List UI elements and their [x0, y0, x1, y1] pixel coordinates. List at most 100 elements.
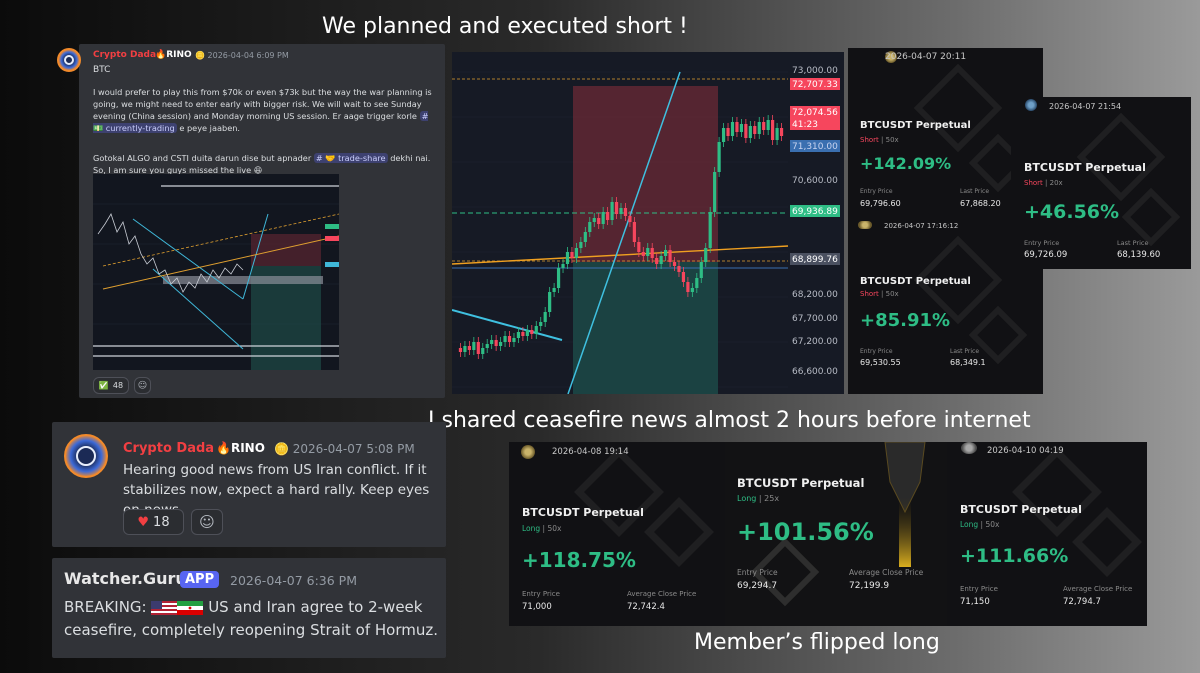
channel-mention-trade-share[interactable]: # 🤝 trade-share [313, 153, 388, 163]
price-axis-label: 70,600.00 [792, 176, 838, 186]
entry-label: Entry Price [1024, 239, 1060, 247]
pnl-card-long-1[interactable]: 2026-04-08 19:14 BTCUSDT Perpetual Long … [509, 442, 725, 626]
candle-body [597, 218, 601, 224]
candle-body [757, 122, 761, 134]
price-tag-bg [790, 205, 840, 217]
candle-body [668, 250, 672, 262]
avatar[interactable] [57, 48, 81, 72]
entry-label: Entry Price [860, 348, 893, 355]
candle-body [762, 122, 766, 130]
breaking-text: US and Iran agree to 2-week ceasefire, c… [64, 598, 439, 639]
close-label: Average Close Price [1063, 585, 1133, 593]
trend-line-orange [452, 245, 789, 265]
price-axis-label: 72,074.56 [792, 108, 838, 118]
candle-body [490, 340, 494, 344]
candle-body [539, 322, 543, 326]
pnl-card-short-3[interactable]: 2026-04-07 21:54 BTCUSDT Perpetual Short… [1011, 97, 1191, 269]
add-reaction-icon[interactable]: ☺ [191, 509, 223, 535]
card-pnl: +101.56% [737, 518, 874, 546]
entry-label: Entry Price [737, 568, 778, 577]
candle-body [574, 248, 579, 258]
pnl-card-long-2[interactable]: BTCUSDT Perpetual Long | 25x +101.56% En… [725, 442, 947, 626]
breaking-prefix: BREAKING: [64, 598, 147, 616]
candle-body [677, 266, 681, 272]
message: BREAKING: US and Iran agree to 2-week ce… [64, 596, 444, 642]
card-pnl: +85.91% [860, 310, 951, 331]
caption-middle: I shared ceasefire news almost 2 hours b… [428, 408, 1031, 433]
discord-post-btc-plan: Crypto Dada 🔥RINO 🪙 2026-04-04 6:09 PM B… [57, 44, 445, 398]
reaction-emoji: ✅ [98, 381, 109, 390]
last-price: 68,349.1 [950, 358, 986, 367]
timestamp-text: 2026-04-07 5:08 PM [292, 442, 415, 456]
candle-body [588, 222, 592, 232]
candle-body [721, 128, 726, 142]
reaction-checkmark[interactable]: ✅ 48 [93, 377, 129, 394]
embedded-chart-screenshot[interactable] [93, 174, 339, 370]
discord-post-news-hint: Crypto Dada 🔥RINO 🪙 2026-04-07 5:08 PM H… [52, 422, 446, 547]
candle-body [592, 218, 596, 222]
card-pnl: +118.75% [522, 548, 636, 572]
card-pnl: +142.09% [860, 154, 952, 173]
add-reaction-icon[interactable]: ☺ [134, 377, 151, 394]
candle-body [632, 222, 636, 242]
entry-price: 69,796.60 [860, 199, 901, 208]
card-side: Short [860, 136, 879, 144]
card-title: BTCUSDT Perpetual [1024, 161, 1146, 174]
rocket-icon [750, 442, 926, 607]
candle-body [498, 342, 503, 346]
pnl-card-long-3[interactable]: 2026-04-10 04:19 BTCUSDT Perpetual Long … [947, 442, 1147, 626]
reaction-heart[interactable]: ♥ 18 [123, 509, 184, 535]
entry-label: Entry Price [522, 590, 560, 598]
card-side: Long [960, 520, 979, 529]
price-axis-label: 67,700.00 [792, 314, 838, 324]
avatar[interactable] [64, 434, 108, 478]
username[interactable]: Crypto Dada [93, 50, 157, 60]
message-text-1b: e peye jaaben. [179, 123, 241, 133]
username[interactable]: Crypto Dada [123, 441, 215, 456]
candle-body [672, 262, 677, 266]
username[interactable]: Watcher.Guru [64, 569, 187, 588]
timestamp: 🪙 2026-04-07 5:08 PM [274, 442, 415, 456]
pnl-card-short-1[interactable]: 2026-04-07 20:11 BTCUSDT Perpetual Short… [848, 48, 1043, 220]
entry-price: 71,150 [960, 597, 990, 607]
user-avatar-icon [1025, 99, 1037, 111]
last-label: Last Price [950, 348, 980, 355]
btc-price-chart[interactable]: 73,000.00 72,707.33 72,074.56 41:23 71,310.0… [452, 52, 844, 394]
role-badge: 🔥RINO [155, 50, 192, 60]
candle-body [708, 212, 712, 248]
pnl-card-short-2[interactable]: 2026-04-07 17:16:12 BTCUSDT Perpetual Sh… [848, 220, 1043, 394]
card-date: 2026-04-08 19:14 [552, 447, 629, 457]
timestamp-text: 2026-04-04 6:09 PM [207, 51, 289, 60]
candle-body [614, 202, 619, 214]
card-title: BTCUSDT Perpetual [960, 503, 1082, 516]
candle-body [619, 208, 623, 214]
candle-body [512, 338, 516, 342]
close-price: 72,199.9 [849, 581, 890, 591]
card-date: 2026-04-07 21:54 [1049, 102, 1122, 111]
candle-body [659, 256, 663, 264]
entry-price: 69,726.09 [1024, 250, 1068, 260]
last-price: 67,868.20 [960, 199, 1001, 208]
close-price: 72,794.7 [1063, 597, 1101, 607]
candle-body [650, 248, 654, 258]
candle-body [771, 120, 775, 140]
price-tag-bg [790, 118, 840, 130]
take-profit-zone [573, 262, 718, 394]
candle-body [713, 172, 717, 212]
candle-body [530, 330, 534, 334]
entry-price: 69,530.55 [860, 358, 901, 367]
candle-body [606, 212, 610, 220]
last-label: Last Price [960, 188, 990, 195]
candle-body [601, 212, 605, 224]
binance-watermark-icon [574, 447, 714, 567]
user-avatar-icon [521, 445, 535, 459]
card-date: 2026-04-07 17:16:12 [884, 222, 959, 230]
candle-body [476, 342, 480, 354]
card-leverage: 50x [985, 520, 1000, 529]
price-axis: 73,000.00 72,707.33 72,074.56 41:23 71,310.0… [790, 66, 840, 377]
candle-body [686, 282, 690, 292]
card-leverage: 20x [1049, 179, 1063, 187]
entry-price: 71,000 [522, 602, 552, 612]
discord-post-breaking-news: Watcher.Guru APP 2026-04-07 6:36 PM BREA… [52, 558, 446, 658]
card-pnl: +111.66% [960, 545, 1069, 567]
